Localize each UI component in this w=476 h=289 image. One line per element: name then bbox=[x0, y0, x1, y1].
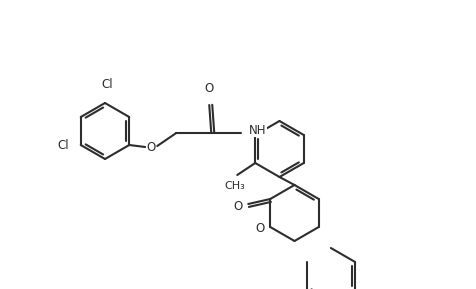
Text: CH₃: CH₃ bbox=[224, 181, 245, 191]
Text: O: O bbox=[232, 201, 242, 214]
Text: O: O bbox=[146, 140, 156, 153]
Text: O: O bbox=[204, 82, 213, 95]
Text: Cl: Cl bbox=[57, 138, 69, 151]
Text: O: O bbox=[255, 223, 264, 236]
Text: Cl: Cl bbox=[101, 78, 113, 91]
Text: NH: NH bbox=[249, 123, 266, 136]
